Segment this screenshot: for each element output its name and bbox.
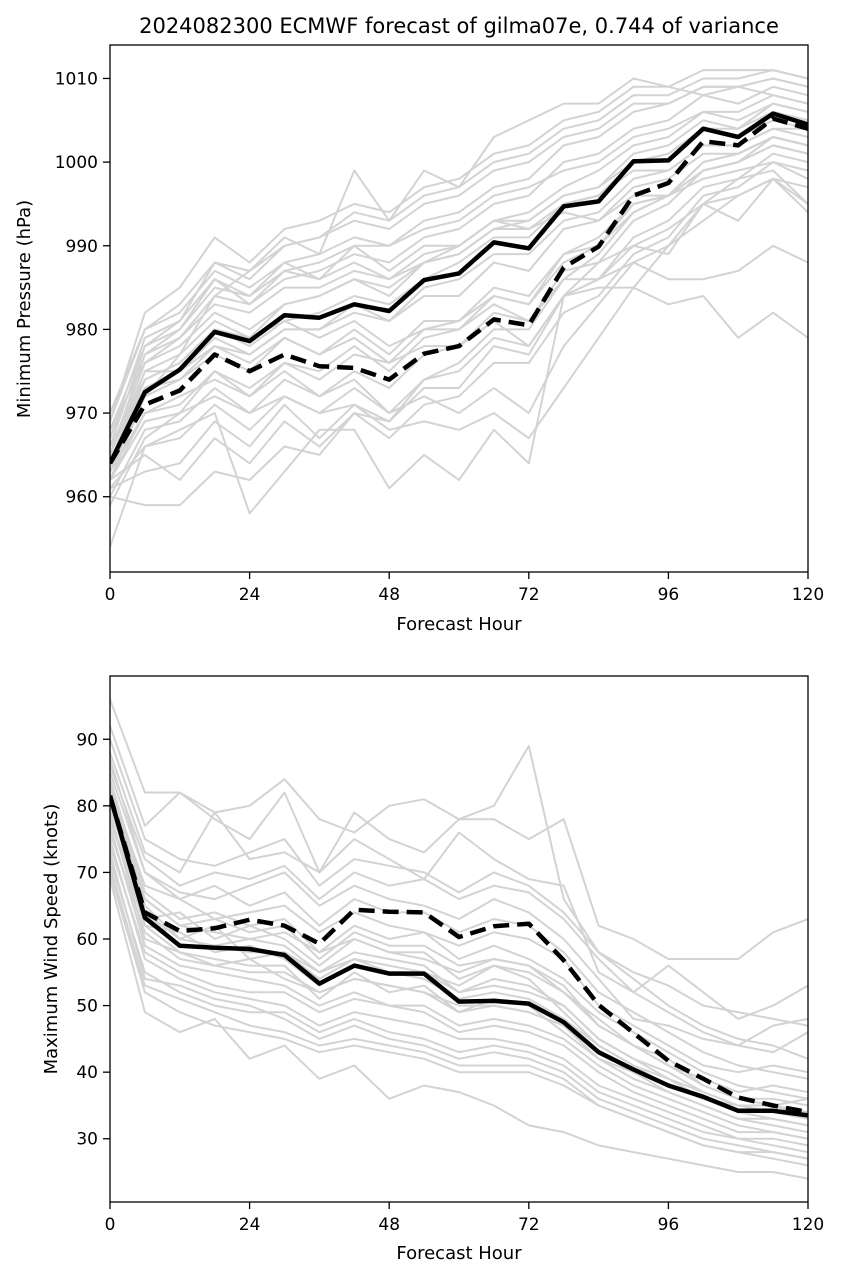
- wind-ensemble-member-line: [110, 785, 808, 1107]
- pressure-x-tick-label: 0: [105, 585, 116, 605]
- pressure-y-ticks: 960 970 980 990 1000 1010: [55, 69, 110, 508]
- pressure-x-tick-label: 120: [792, 585, 824, 605]
- pressure-y-tick-label: 980: [66, 320, 98, 340]
- wind-lines: [110, 698, 808, 1180]
- pressure-ensemble-member-line: [110, 136, 808, 481]
- wind-y-tick-label: 30: [76, 1130, 98, 1150]
- pressure-x-tick-label: 48: [378, 585, 400, 605]
- pressure-ensemble-member-line: [110, 77, 808, 422]
- wind-ensemble-member-line: [110, 752, 808, 1020]
- wind-x-tick-label: 96: [658, 1215, 680, 1235]
- pressure-ensemble-member-line: [110, 152, 808, 489]
- wind-ensemble-member-line: [110, 765, 808, 1054]
- pressure-x-tick-label: 72: [518, 585, 540, 605]
- wind-ensemble-member-line: [110, 792, 808, 1114]
- wind-ensemble-member-line: [110, 878, 808, 1180]
- wind-ensemble-member-line: [110, 852, 808, 1160]
- wind-ensemble-member-line: [110, 838, 808, 1147]
- pressure-solid-series-line: [110, 111, 808, 465]
- wind-x-tick-label: 24: [239, 1215, 261, 1235]
- wind-x-tick-label: 120: [792, 1215, 824, 1235]
- wind-ensemble-member-line: [110, 725, 808, 960]
- wind-ensemble-member-line: [110, 865, 808, 1160]
- pressure-ensemble-member-line: [110, 177, 808, 548]
- wind-solid-series-line: [110, 795, 808, 1118]
- pressure-ensemble-member-line: [110, 177, 808, 481]
- wind-ensemble-member-line: [110, 845, 808, 1140]
- pressure-y-tick-label: 990: [66, 237, 98, 257]
- pressure-plot-frame: [109, 44, 809, 573]
- pressure-ensemble-member-line: [110, 94, 808, 439]
- pressure-ensemble-member-line: [110, 69, 808, 422]
- wind-panel: 0 24 48 72 96 120 30 40 50 60 70 80 90 Forecast Hou…: [41, 675, 824, 1264]
- wind-y-tick-label: 40: [76, 1063, 98, 1083]
- chart-title: 2024082300 ECMWF forecast of gilma07e, 0…: [139, 14, 779, 38]
- wind-ensemble-member-line: [110, 858, 808, 1154]
- pressure-x-tick-label: 24: [239, 585, 261, 605]
- wind-y-tick-label: 80: [76, 797, 98, 817]
- pressure-y-tick-label: 1010: [55, 69, 98, 89]
- wind-ensemble-member-line: [110, 738, 808, 1027]
- wind-x-axis-label: Forecast Hour: [396, 1243, 522, 1264]
- wind-y-tick-label: 90: [76, 730, 98, 750]
- wind-y-tick-label: 60: [76, 930, 98, 950]
- wind-ensemble-member-line: [110, 758, 808, 1080]
- wind-y-ticks: 30 40 50 60 70 80 90: [76, 730, 110, 1150]
- wind-y-tick-label: 50: [76, 997, 98, 1017]
- pressure-ensemble-member-line: [110, 177, 808, 490]
- pressure-y-axis-label: Minimum Pressure (hPa): [14, 200, 35, 418]
- pressure-panel: 2024082300 ECMWF forecast of gilma07e, 0…: [14, 14, 824, 635]
- pressure-y-tick-label: 1000: [55, 153, 98, 173]
- wind-x-ticks: 0 24 48 72 96 120: [105, 1202, 824, 1235]
- wind-x-tick-label: 0: [105, 1215, 116, 1235]
- wind-ensemble-member-line: [110, 825, 808, 1140]
- wind-y-axis-label: Maximum Wind Speed (knots): [41, 804, 62, 1075]
- wind-dashed-series-line: [110, 795, 808, 1115]
- wind-ensemble-member-line: [110, 772, 808, 1047]
- pressure-ensemble-member-line: [110, 169, 808, 506]
- wind-ensemble-member-line: [110, 812, 808, 1134]
- pressure-ensemble-member-line: [110, 136, 808, 507]
- pressure-ensemble-member-line: [110, 85, 808, 456]
- wind-x-tick-label: 72: [518, 1215, 540, 1235]
- pressure-ensemble-member-line: [110, 136, 808, 472]
- pressure-dashed-series-line: [110, 116, 808, 465]
- wind-ensemble-member-line: [110, 805, 808, 1107]
- wind-y-tick-label: 70: [76, 863, 98, 883]
- pressure-x-ticks: 0 24 48 72 96 120: [105, 572, 824, 605]
- pressure-y-tick-label: 970: [66, 404, 98, 424]
- pressure-lines: [110, 69, 808, 548]
- wind-x-tick-label: 48: [378, 1215, 400, 1235]
- pressure-y-tick-label: 960: [66, 488, 98, 508]
- wind-ensemble-member-line: [110, 778, 808, 1100]
- pressure-x-axis-label: Forecast Hour: [396, 614, 522, 635]
- pressure-x-tick-label: 96: [658, 585, 680, 605]
